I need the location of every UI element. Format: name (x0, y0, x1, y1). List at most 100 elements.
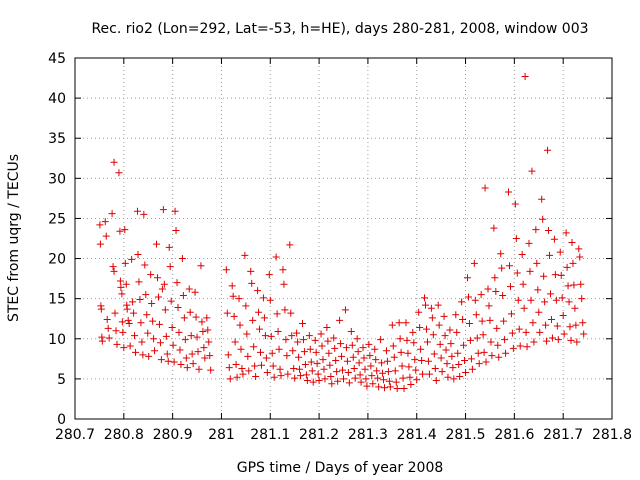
data-point (323, 324, 331, 332)
data-point (350, 364, 358, 372)
data-point (375, 383, 383, 391)
data-point (422, 301, 430, 309)
data-point (101, 218, 109, 226)
data-point (508, 329, 516, 337)
data-point (546, 290, 554, 298)
data-point (143, 311, 151, 319)
data-point (546, 251, 554, 259)
data-point (257, 361, 265, 369)
data-point (397, 348, 405, 356)
data-point (182, 354, 190, 362)
data-point (486, 316, 494, 324)
data-point (381, 384, 389, 392)
data-point (482, 358, 490, 366)
data-point (116, 227, 124, 235)
data-point (130, 309, 138, 317)
data-point (112, 327, 120, 335)
data-point (141, 261, 149, 269)
data-point (129, 298, 137, 306)
y-tick-label: 20 (48, 252, 66, 268)
data-point (147, 271, 155, 279)
data-point (300, 348, 308, 356)
data-point (180, 314, 188, 322)
data-point (379, 369, 387, 377)
data-point (168, 324, 176, 332)
data-point (359, 344, 367, 352)
data-point (98, 337, 106, 345)
data-point (460, 341, 468, 349)
data-point (566, 323, 574, 331)
data-point (312, 348, 320, 356)
data-point (173, 279, 181, 287)
data-point (317, 330, 325, 338)
data-point (274, 328, 282, 336)
data-point (177, 360, 185, 368)
data-point (241, 251, 249, 259)
data-point (144, 329, 152, 337)
data-point (516, 342, 524, 350)
data-point (308, 367, 316, 375)
data-point (295, 353, 303, 361)
data-point (424, 357, 432, 365)
data-point (341, 306, 349, 314)
data-point (120, 344, 128, 352)
data-point (279, 266, 287, 274)
data-points (96, 72, 588, 393)
data-point (97, 305, 105, 313)
data-point (411, 356, 419, 364)
data-point (450, 375, 458, 383)
data-point (315, 376, 323, 384)
data-point (301, 360, 309, 368)
data-point (438, 368, 446, 376)
x-tick-label: 281.1 (250, 427, 290, 443)
data-point (175, 328, 183, 336)
data-point (471, 296, 479, 304)
data-point (507, 310, 515, 318)
data-point (422, 325, 430, 333)
data-point (487, 338, 495, 346)
data-point (314, 370, 322, 378)
data-point (267, 332, 275, 340)
data-point (339, 366, 347, 374)
data-point (110, 267, 118, 275)
data-point (477, 291, 485, 299)
data-point (427, 304, 435, 312)
data-point (302, 371, 310, 379)
data-point (306, 345, 314, 353)
data-point (333, 368, 341, 376)
data-point (415, 308, 423, 316)
data-point (511, 200, 519, 208)
data-point (245, 367, 253, 375)
data-point (413, 376, 421, 384)
data-point (513, 269, 521, 277)
data-point (356, 371, 364, 379)
data-point (366, 352, 374, 360)
data-point (105, 334, 113, 342)
x-tick-label: 281.3 (348, 427, 388, 443)
data-point (326, 361, 334, 369)
data-point (506, 283, 514, 291)
data-point (178, 255, 186, 263)
data-point (128, 255, 136, 263)
data-point (276, 365, 284, 373)
data-point (437, 354, 445, 362)
data-point (230, 312, 238, 320)
data-point (452, 311, 460, 319)
data-point (238, 364, 246, 372)
data-point (133, 207, 141, 215)
data-point (520, 304, 528, 312)
data-point (392, 378, 400, 386)
data-point (348, 341, 356, 349)
data-point (232, 360, 240, 368)
data-point (443, 360, 451, 368)
data-point (137, 319, 145, 327)
data-point (533, 259, 541, 267)
y-tick-label: 0 (57, 412, 66, 428)
data-point (562, 229, 570, 237)
data-point (502, 349, 510, 357)
data-point (309, 378, 317, 386)
data-point (466, 336, 474, 344)
data-point (113, 340, 121, 348)
data-point (224, 351, 232, 359)
